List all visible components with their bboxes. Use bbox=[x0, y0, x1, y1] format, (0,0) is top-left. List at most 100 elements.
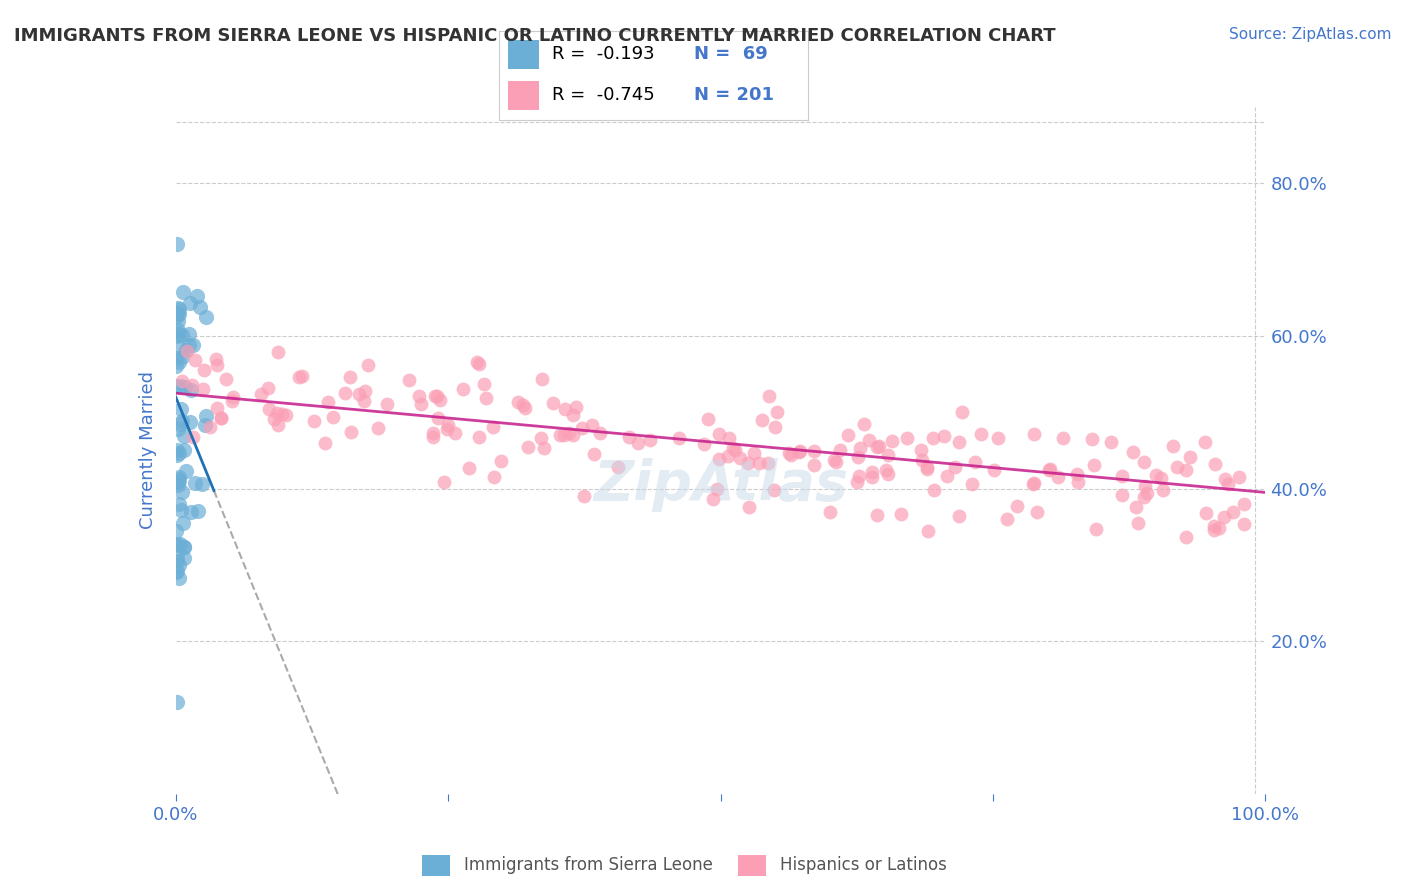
Point bbox=[169, 341, 191, 355]
Point bbox=[1227, 469, 1250, 483]
Point bbox=[190, 477, 212, 491]
Text: N = 201: N = 201 bbox=[695, 87, 773, 104]
Point bbox=[353, 394, 375, 409]
Point bbox=[1052, 431, 1074, 445]
Point bbox=[209, 410, 232, 425]
Point bbox=[564, 401, 586, 415]
Point bbox=[186, 289, 208, 303]
Point bbox=[846, 475, 869, 489]
Point bbox=[263, 412, 285, 426]
Point bbox=[173, 429, 195, 443]
Point bbox=[184, 476, 207, 491]
Point bbox=[349, 387, 371, 401]
Point bbox=[215, 372, 238, 386]
Point bbox=[188, 300, 211, 314]
Point bbox=[1218, 477, 1240, 491]
Point bbox=[204, 352, 226, 367]
Point bbox=[1125, 500, 1147, 514]
Point bbox=[1066, 467, 1088, 481]
Point bbox=[191, 382, 214, 396]
Point bbox=[1128, 516, 1150, 531]
Point bbox=[221, 393, 243, 408]
Point bbox=[167, 474, 190, 488]
Point bbox=[960, 477, 983, 491]
Point bbox=[1175, 530, 1198, 544]
Point bbox=[823, 453, 845, 467]
Point bbox=[582, 447, 605, 461]
Point bbox=[945, 459, 967, 474]
Point bbox=[173, 442, 195, 457]
Point bbox=[1202, 519, 1225, 533]
Point bbox=[562, 408, 585, 422]
Point bbox=[276, 409, 298, 423]
Point bbox=[166, 237, 188, 252]
Point bbox=[166, 442, 188, 457]
Point bbox=[803, 443, 825, 458]
Point bbox=[553, 428, 575, 442]
Point bbox=[172, 327, 194, 342]
Point bbox=[915, 460, 938, 475]
Point bbox=[1174, 463, 1197, 477]
Point bbox=[638, 434, 661, 448]
Point bbox=[288, 370, 311, 384]
Point bbox=[627, 436, 650, 450]
Point bbox=[165, 379, 187, 393]
Point bbox=[533, 442, 555, 456]
Point bbox=[179, 296, 201, 310]
Point bbox=[763, 483, 786, 497]
Point bbox=[724, 443, 747, 458]
Point bbox=[706, 482, 728, 496]
Point bbox=[848, 441, 870, 455]
Point bbox=[778, 446, 800, 460]
Point bbox=[516, 440, 538, 454]
Point bbox=[848, 468, 870, 483]
Point bbox=[935, 468, 957, 483]
Point bbox=[165, 359, 187, 373]
Point bbox=[167, 446, 190, 460]
Point bbox=[866, 508, 889, 523]
Point bbox=[436, 422, 458, 436]
Point bbox=[193, 362, 215, 376]
Point bbox=[173, 541, 195, 555]
Point bbox=[167, 497, 190, 511]
Point bbox=[717, 449, 740, 463]
Point bbox=[167, 355, 190, 369]
Point bbox=[875, 463, 897, 477]
Point bbox=[270, 407, 292, 421]
Point bbox=[167, 558, 190, 572]
Point bbox=[1194, 435, 1216, 450]
Point bbox=[970, 427, 993, 442]
Point bbox=[1024, 427, 1046, 442]
Point bbox=[950, 405, 973, 419]
Point bbox=[166, 564, 188, 578]
Point bbox=[181, 337, 204, 351]
Point bbox=[170, 484, 193, 499]
Point bbox=[1166, 460, 1188, 475]
Point bbox=[167, 307, 190, 321]
Point bbox=[530, 432, 553, 446]
Point bbox=[167, 571, 190, 585]
Point bbox=[1133, 478, 1156, 492]
Point bbox=[737, 456, 759, 470]
Point bbox=[789, 443, 811, 458]
Point bbox=[482, 470, 505, 484]
Point bbox=[426, 388, 449, 402]
Point bbox=[983, 463, 1005, 477]
Point bbox=[409, 397, 432, 411]
Text: ZipAtlas: ZipAtlas bbox=[593, 458, 848, 512]
Point bbox=[1152, 483, 1174, 497]
Point bbox=[422, 430, 444, 444]
Point bbox=[617, 430, 640, 444]
Point bbox=[702, 492, 724, 507]
Point bbox=[165, 310, 187, 325]
Point bbox=[756, 456, 779, 470]
Point bbox=[339, 369, 361, 384]
Bar bbox=[509, 81, 540, 110]
Point bbox=[1111, 468, 1133, 483]
Point bbox=[1085, 522, 1108, 536]
Point bbox=[367, 421, 389, 435]
Point bbox=[398, 373, 420, 387]
Point bbox=[513, 401, 536, 415]
Point bbox=[1144, 468, 1167, 483]
Point bbox=[837, 427, 859, 442]
